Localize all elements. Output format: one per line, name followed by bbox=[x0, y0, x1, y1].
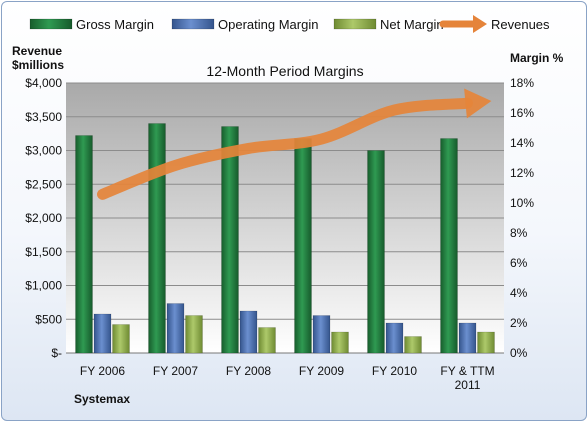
bar-net-margin bbox=[331, 331, 349, 354]
legend-label: Net Margin bbox=[380, 17, 444, 32]
bar-operating-margin bbox=[458, 322, 477, 354]
legend-label: Revenues bbox=[491, 17, 550, 32]
bar-operating-margin bbox=[93, 313, 112, 354]
bar-net-margin bbox=[112, 324, 130, 354]
bar-gross-margin bbox=[367, 150, 385, 354]
bar-gross-margin bbox=[294, 138, 312, 354]
bar-operating-margin bbox=[385, 322, 404, 354]
x-tick-label: FY 2009 bbox=[299, 364, 344, 378]
legend: Gross Margin Operating Margin Net Margin Re… bbox=[29, 15, 550, 33]
y-left-tick-label: $2,500 bbox=[25, 177, 62, 191]
bar-net-margin bbox=[185, 315, 203, 354]
y-right-tick-label: 12% bbox=[510, 166, 534, 180]
bar-operating-margin bbox=[239, 310, 258, 354]
y-right-tick-label: 0% bbox=[510, 346, 528, 360]
y-left-tick-label: $1,000 bbox=[25, 279, 62, 293]
company-label: Systemax bbox=[74, 392, 130, 406]
legend-swatch-operating-margin bbox=[171, 18, 215, 30]
bar-operating-margin bbox=[166, 303, 185, 354]
bars bbox=[75, 123, 495, 354]
x-tick-label: FY 2006 bbox=[80, 364, 125, 378]
legend-arrow-icon bbox=[473, 15, 487, 33]
bar-net-margin bbox=[258, 327, 276, 354]
x-tick-label: FY 2010 bbox=[372, 364, 417, 378]
revenue-line-path bbox=[97, 97, 473, 200]
legend-label: Gross Margin bbox=[76, 17, 154, 32]
y-right-tick-label: 14% bbox=[510, 136, 534, 150]
x-tick-label: FY 2008 bbox=[226, 364, 271, 378]
y-right-tick-label: 2% bbox=[510, 316, 528, 330]
bar-net-margin bbox=[404, 336, 422, 354]
bar-operating-margin bbox=[312, 315, 331, 354]
y-right-tick-label: 8% bbox=[510, 226, 528, 240]
x-tick-labels: FY 2006 FY 2007 FY 2008 FY 2009 FY 2010 FY & … bbox=[80, 364, 495, 392]
y-left-tick-labels: $- $500 $1,000 $1,500 $2,000 $2,500 $3,000 $3,5… bbox=[25, 76, 62, 360]
y-left-axis-label: Revenue bbox=[12, 44, 62, 58]
y-right-tick-label: 4% bbox=[510, 286, 528, 300]
bar-gross-margin bbox=[221, 126, 239, 354]
x-tick-label: 2011 bbox=[455, 378, 481, 392]
y-left-tick-label: $2,000 bbox=[25, 211, 62, 225]
y-left-tick-label: $1,500 bbox=[25, 245, 62, 259]
revenue-arrowhead bbox=[464, 88, 492, 119]
bar-net-margin bbox=[477, 331, 495, 354]
bar-gross-margin bbox=[148, 123, 166, 354]
y-right-tick-label: 10% bbox=[510, 196, 534, 210]
y-left-tick-label: $500 bbox=[35, 312, 62, 326]
y-right-tick-labels: 0% 2% 4% 6% 8% 10% 12% 14% 16% 18% bbox=[510, 76, 534, 360]
y-left-tick-label: $3,500 bbox=[25, 110, 62, 124]
bar-gross-margin bbox=[440, 138, 458, 354]
y-right-tick-label: 16% bbox=[510, 106, 534, 120]
chart-title: 12-Month Period Margins bbox=[206, 63, 363, 79]
legend-swatch-net-margin bbox=[333, 18, 377, 30]
y-right-tick-label: 18% bbox=[510, 76, 534, 90]
y-right-tick-label: 6% bbox=[510, 256, 528, 270]
revenue-line bbox=[97, 88, 492, 200]
y-left-axis-label-units: $millions bbox=[12, 58, 64, 72]
x-tick-label: FY & TTM bbox=[440, 364, 494, 378]
legend-label: Operating Margin bbox=[218, 17, 318, 32]
x-tick-label: FY 2007 bbox=[153, 364, 198, 378]
y-left-tick-label: $4,000 bbox=[25, 76, 62, 90]
bar-gross-margin bbox=[75, 135, 93, 354]
y-left-tick-label: $3,000 bbox=[25, 144, 62, 158]
y-right-axis-label: Margin % bbox=[510, 51, 564, 65]
y-left-tick-label: $- bbox=[51, 346, 62, 360]
legend-swatch-gross-margin bbox=[29, 18, 73, 30]
gridlines bbox=[66, 82, 504, 354]
